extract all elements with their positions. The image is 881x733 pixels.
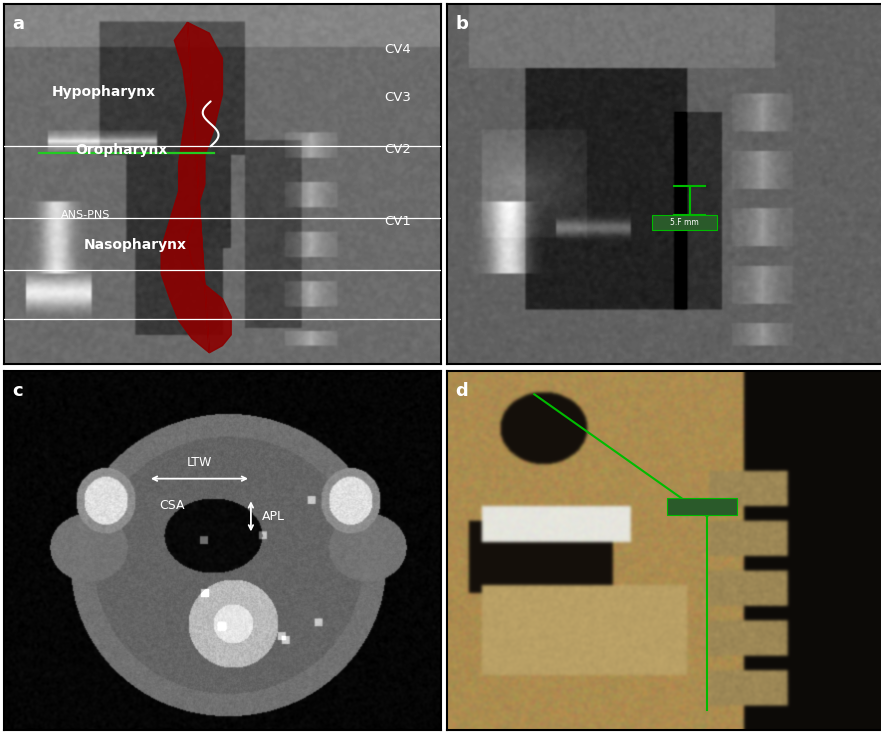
- Text: Oropharynx: Oropharynx: [76, 143, 168, 157]
- Text: CV4: CV4: [384, 43, 411, 56]
- Polygon shape: [161, 22, 231, 353]
- FancyBboxPatch shape: [667, 498, 737, 515]
- Text: d: d: [455, 382, 468, 399]
- FancyBboxPatch shape: [652, 215, 717, 229]
- Text: c: c: [12, 382, 23, 399]
- Text: CSA: CSA: [159, 499, 185, 512]
- Text: ANS-PNS: ANS-PNS: [61, 210, 110, 219]
- Text: CV2: CV2: [384, 144, 411, 156]
- Text: CV3: CV3: [384, 92, 411, 104]
- Text: LTW: LTW: [187, 456, 212, 469]
- Text: Nasopharynx: Nasopharynx: [84, 238, 187, 252]
- Text: b: b: [455, 15, 469, 33]
- Text: Hypopharynx: Hypopharynx: [52, 86, 156, 100]
- Text: CV1: CV1: [384, 216, 411, 228]
- Text: APL: APL: [262, 510, 285, 523]
- Text: a: a: [12, 15, 25, 33]
- Text: 5.F mm: 5.F mm: [670, 218, 699, 226]
